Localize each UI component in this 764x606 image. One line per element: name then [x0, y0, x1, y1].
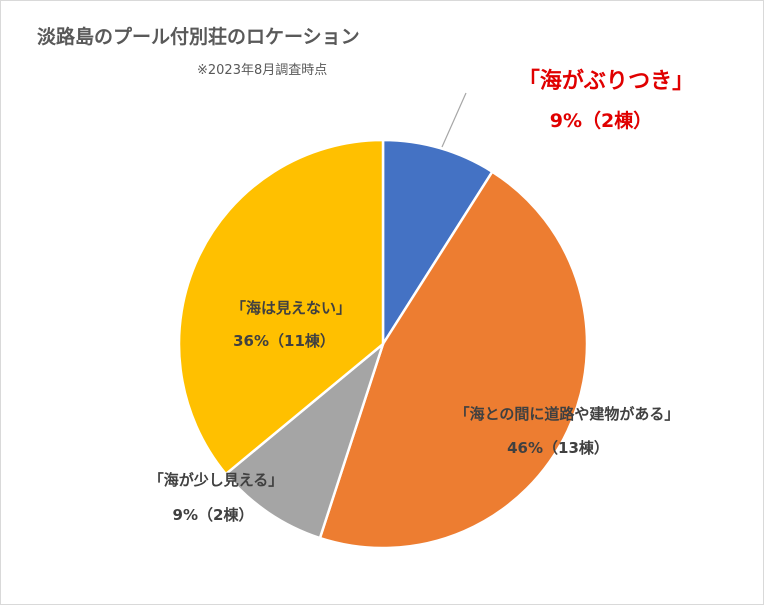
slice-label-3: 「海は見えない」 [231, 299, 351, 317]
slice-label-1: 「海との間に道路や建物がある」 [455, 405, 680, 423]
pie-slice-0 [381, 138, 495, 349]
slice-label-2: 「海が少し見える」 [149, 471, 284, 489]
slice-value-2: 9%（2棟） [173, 506, 254, 524]
pie-slice-1 [318, 170, 589, 550]
slice-value-0: 9%（2棟） [550, 109, 652, 132]
chart-title: 淡路島のプール付別荘のロケーション [37, 26, 360, 48]
pie-slice-2 [224, 340, 386, 540]
slice-label-0: 「海がぶりつき」 [518, 68, 694, 94]
slice-value-3: 36%（11棟） [233, 332, 335, 350]
slice-value-1: 46%（13棟） [507, 439, 609, 457]
leader-line [441, 92, 467, 148]
pie-slice-3 [177, 138, 385, 476]
pie-slices [177, 138, 589, 550]
chart-subtitle: ※2023年8月調査時点 [197, 63, 328, 78]
